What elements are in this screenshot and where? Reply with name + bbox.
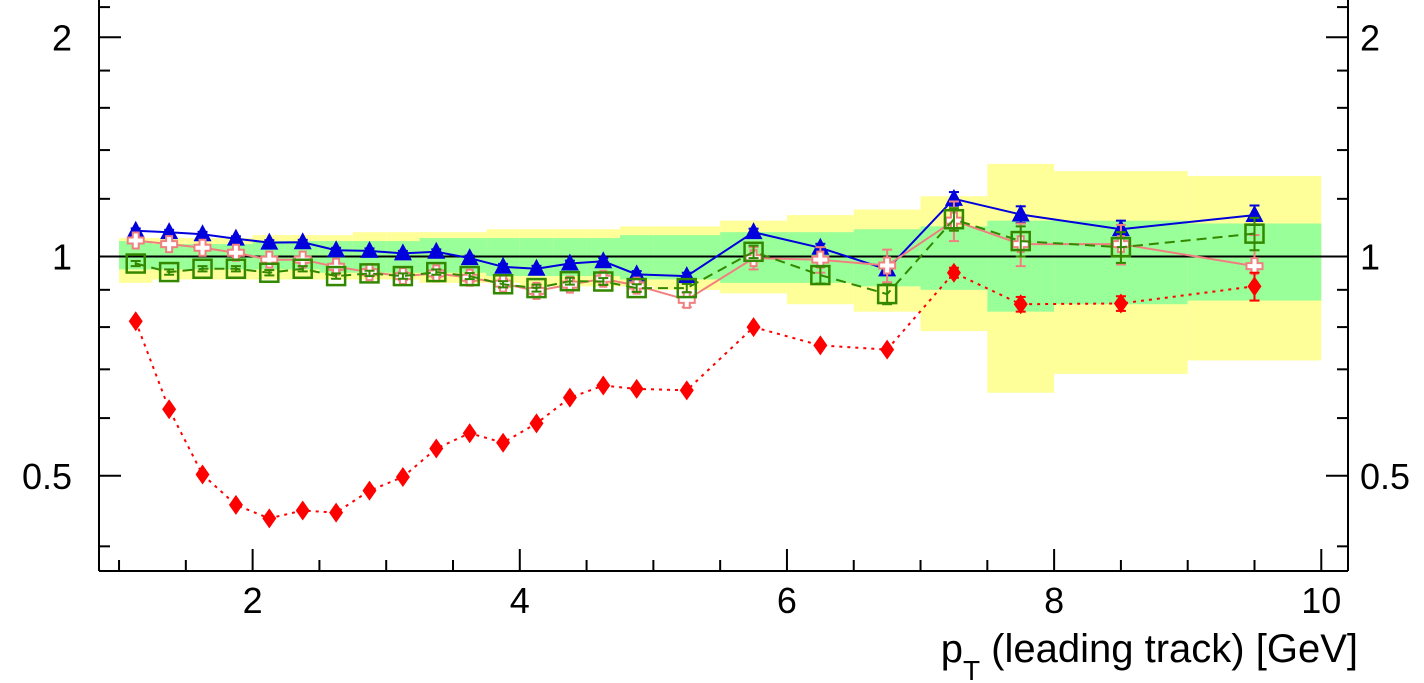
data-point [325, 265, 347, 287]
data-point [677, 290, 696, 309]
data-point [392, 265, 414, 287]
series-open-square [125, 207, 1265, 306]
data-series [125, 188, 1265, 529]
data-point [1113, 293, 1128, 314]
data-point [362, 480, 377, 501]
data-point [494, 256, 513, 274]
data-point [162, 399, 177, 420]
data-point [676, 277, 698, 299]
data-point [594, 251, 613, 269]
data-point [746, 317, 761, 338]
data-point [527, 258, 546, 276]
x-tick-label: 8 [1044, 580, 1064, 621]
data-point [560, 253, 579, 271]
data-point [192, 258, 213, 280]
data-point [462, 423, 477, 444]
series-diamond [128, 262, 1262, 529]
data-point [1245, 257, 1264, 276]
x-tick-label: 10 [1301, 580, 1341, 621]
data-point [295, 500, 310, 521]
data-point [1247, 276, 1262, 297]
data-point [1110, 236, 1132, 258]
data-point [593, 271, 614, 292]
data-point [360, 240, 379, 258]
data-point [125, 253, 146, 274]
data-point [293, 232, 312, 250]
data-point [259, 262, 280, 283]
data-point [1244, 223, 1265, 244]
data-point [158, 261, 180, 283]
data-point [629, 378, 644, 399]
data-point [492, 274, 514, 295]
data-point [225, 258, 247, 280]
y-tick-label-left: 1 [52, 237, 72, 278]
x-axis-title: pT (leading track) [GeV] [941, 627, 1358, 683]
data-point [596, 375, 611, 396]
y-tick-label-right: 2 [1360, 17, 1380, 58]
data-point [562, 387, 577, 408]
data-point [526, 277, 547, 299]
data-point [496, 432, 511, 453]
data-point [813, 335, 828, 356]
data-point [329, 502, 344, 523]
data-point [195, 464, 210, 485]
x-tick-label: 2 [243, 580, 263, 621]
data-point [1013, 294, 1028, 315]
series-line-open-square [135, 218, 1255, 296]
data-point [426, 261, 447, 283]
data-point [1011, 204, 1030, 222]
data-point [810, 264, 831, 286]
data-point [292, 258, 313, 280]
data-point [327, 240, 346, 258]
data-point [126, 231, 145, 250]
data-point [427, 241, 446, 259]
data-point [260, 232, 279, 250]
y-tick-label-right: 1 [1360, 237, 1380, 278]
data-point [193, 238, 212, 257]
data-point [359, 263, 380, 284]
data-point [226, 228, 245, 246]
data-point [429, 438, 444, 459]
data-point [160, 222, 179, 240]
data-point [878, 256, 897, 275]
data-point [126, 220, 145, 238]
series-line-diamond [134, 271, 1255, 520]
data-point [160, 235, 179, 254]
data-point [627, 264, 646, 282]
data-point [393, 243, 412, 261]
axes: 2 4 6 8 10 0.5 0.5 1 1 2 2 [22, 0, 1410, 621]
data-point [876, 283, 898, 305]
x-tick-label: 4 [510, 580, 530, 621]
data-point [1010, 230, 1031, 252]
data-point [193, 224, 212, 242]
data-point [460, 248, 479, 266]
y-tick-label-left: 0.5 [22, 456, 72, 497]
x-tick-label: 6 [777, 580, 797, 621]
data-point [946, 262, 961, 283]
data-point [260, 250, 279, 269]
data-point [395, 467, 410, 488]
y-tick-label-right: 0.5 [1360, 456, 1410, 497]
data-point [559, 270, 581, 292]
data-point [529, 413, 544, 434]
data-point [228, 494, 243, 515]
data-point [880, 339, 895, 360]
data-point [679, 380, 694, 401]
data-point [626, 277, 647, 299]
data-point [744, 222, 763, 240]
data-point [459, 265, 480, 287]
data-point [262, 508, 277, 529]
data-point [743, 241, 764, 263]
y-tick-label-left: 2 [52, 17, 72, 58]
data-point [943, 209, 965, 230]
data-point [128, 311, 143, 332]
